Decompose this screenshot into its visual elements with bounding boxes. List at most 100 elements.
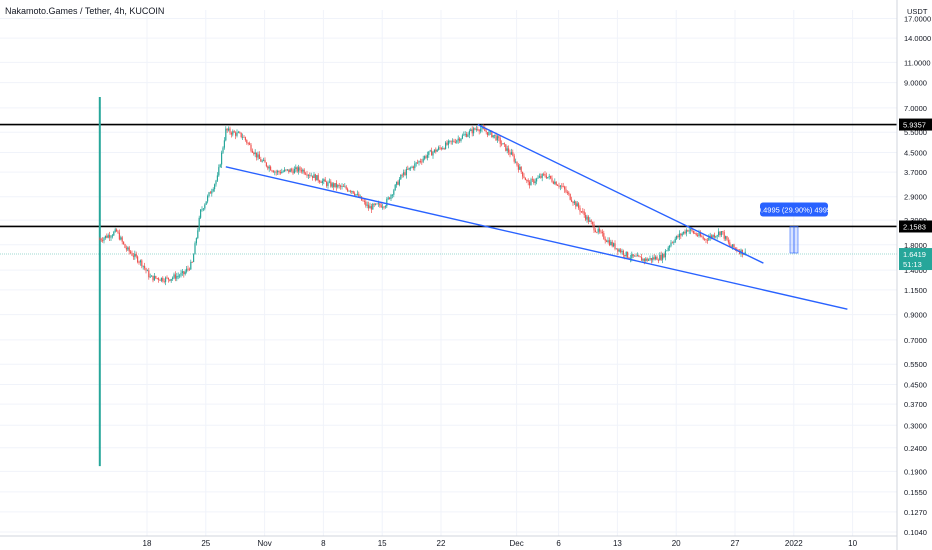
candle-down xyxy=(174,274,176,279)
candle-up xyxy=(110,236,112,238)
candle-down xyxy=(345,186,347,189)
candle-down xyxy=(620,249,622,253)
candle-down xyxy=(340,185,342,187)
candle-down xyxy=(131,253,133,256)
candle-down xyxy=(148,270,150,278)
candle-down xyxy=(719,231,721,236)
candle-down xyxy=(135,253,137,257)
candle-down xyxy=(166,277,168,279)
price-tick-label: 3.7000 xyxy=(904,168,927,177)
price-tick-label: 4.5000 xyxy=(904,148,927,157)
candle-down xyxy=(102,240,104,242)
candle-down xyxy=(159,279,161,281)
candle-up xyxy=(674,238,676,243)
candle-up xyxy=(621,250,623,253)
candle-down xyxy=(705,239,707,240)
candle-up xyxy=(197,230,199,239)
candle-up xyxy=(468,131,470,135)
candle-down xyxy=(191,261,193,263)
candle-up xyxy=(414,163,416,169)
candle-down xyxy=(617,248,619,252)
candle-up xyxy=(452,140,454,142)
candle-down xyxy=(551,178,553,182)
candle-down xyxy=(305,173,307,175)
candle-down xyxy=(156,278,158,279)
candle-up xyxy=(481,127,483,130)
candle-down xyxy=(417,162,419,164)
candle-up xyxy=(293,169,295,174)
candle-up xyxy=(642,258,644,261)
candle-down xyxy=(144,265,146,269)
candle-up xyxy=(470,129,472,132)
candle-up xyxy=(103,237,105,241)
candle-down xyxy=(250,144,252,151)
candle-down xyxy=(702,237,704,239)
candle-down xyxy=(459,138,461,141)
candle-up xyxy=(536,178,538,182)
last-price-tag xyxy=(899,248,932,271)
candle-down xyxy=(312,175,314,179)
candle-up xyxy=(475,128,477,130)
candle-down xyxy=(638,255,640,257)
candle-up xyxy=(716,235,718,237)
candle-up xyxy=(547,177,549,179)
candle-up xyxy=(215,180,217,185)
candle-up xyxy=(139,260,141,263)
candle-down xyxy=(152,275,154,281)
candle-up xyxy=(676,235,678,239)
candle-down xyxy=(569,193,571,200)
candle-up xyxy=(460,138,462,141)
price-tick-label: 17.0000 xyxy=(904,15,931,24)
candle-up xyxy=(184,271,186,275)
candle-down xyxy=(404,172,406,176)
level-price-tag xyxy=(899,220,932,233)
candle-up xyxy=(631,254,633,259)
time-tick-label: Dec xyxy=(509,539,523,548)
candle-down xyxy=(226,128,228,131)
candle-down xyxy=(566,192,568,194)
candle-down xyxy=(251,150,253,153)
candle-up xyxy=(488,131,490,136)
candle-up xyxy=(277,170,279,173)
price-tick-label: 0.1550 xyxy=(904,488,927,497)
candle-down xyxy=(187,268,189,270)
candle-up xyxy=(134,253,136,257)
candle-down xyxy=(335,183,337,188)
candle-down xyxy=(603,233,605,239)
candle-down xyxy=(99,239,101,241)
candle-down xyxy=(585,215,587,220)
time-tick-label: 20 xyxy=(672,539,681,548)
candle-up xyxy=(104,235,106,238)
candle-up xyxy=(597,228,599,233)
candle-down xyxy=(524,177,526,181)
candle-up xyxy=(576,203,578,207)
candle-down xyxy=(229,128,231,133)
candle-down xyxy=(272,171,274,173)
chart-title: Nakamoto.Games / Tether, 4h, KUCOIN xyxy=(5,6,165,16)
candle-up xyxy=(436,149,438,152)
candle-down xyxy=(499,138,501,144)
candle-up xyxy=(218,167,220,176)
candle-down xyxy=(477,128,479,130)
candle-up xyxy=(492,135,494,138)
candle-down xyxy=(699,232,701,237)
last-price-label: 1.6419 xyxy=(903,250,926,259)
time-axis[interactable]: 18 25 Nov 8 15 22 Dec 6 13 20 27 2022 10 xyxy=(0,535,897,548)
candle-down xyxy=(349,190,351,192)
candle-up xyxy=(515,161,517,163)
candle-down xyxy=(352,190,354,194)
candle-down xyxy=(125,247,127,250)
candle-down xyxy=(230,132,232,135)
candle-up xyxy=(202,208,204,210)
candle-up xyxy=(337,184,339,188)
time-tick-label: Nov xyxy=(257,539,271,548)
candle-down xyxy=(663,254,665,258)
candle-down xyxy=(278,170,280,173)
candle-up xyxy=(538,176,540,178)
candle-down xyxy=(600,231,602,233)
candle-up xyxy=(289,169,291,173)
candle-up xyxy=(433,149,435,153)
candle-down xyxy=(132,255,134,257)
